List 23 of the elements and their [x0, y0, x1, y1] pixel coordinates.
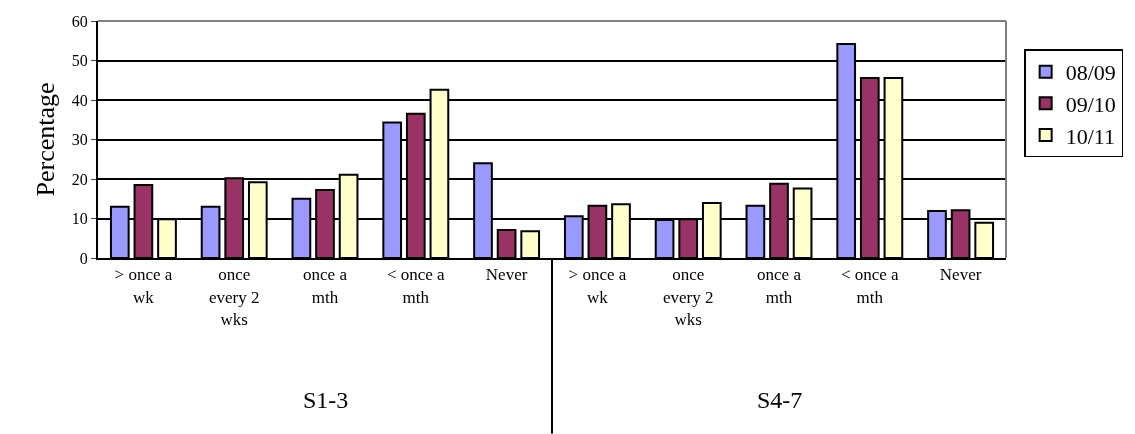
- y-tick-label: 0: [79, 249, 88, 267]
- text: S1-3: [303, 387, 349, 413]
- x-tick-label: < once a mth: [386, 265, 446, 307]
- x-tick-label: Never: [939, 265, 982, 285]
- x-tick-label: once a mth: [303, 265, 348, 307]
- x-tick-label: > once a wk: [114, 265, 173, 307]
- legend-label: 09/10: [1065, 91, 1116, 117]
- y-tick-label: 10: [71, 210, 88, 228]
- x-tick-label: Never: [485, 265, 528, 285]
- x-tick-label: > once a wk: [568, 265, 627, 307]
- x-tick-label: once every 2 wks: [662, 265, 714, 329]
- y-tick-label: 30: [71, 131, 88, 149]
- y-tick-label: 60: [71, 12, 88, 30]
- x-tick-label: once a mth: [757, 265, 802, 307]
- x-tick-label: once every 2 wks: [208, 265, 260, 329]
- y-tick-label: 40: [71, 91, 88, 109]
- text: S4-7: [757, 387, 803, 413]
- y-tick-label: 20: [71, 170, 88, 188]
- legend-label: 08/09: [1065, 60, 1116, 86]
- y-axis-title: Percentage: [30, 82, 60, 197]
- y-tick-label: 50: [71, 52, 88, 70]
- legend-label: 10/11: [1065, 123, 1115, 149]
- x-tick-label: < once a mth: [840, 265, 900, 307]
